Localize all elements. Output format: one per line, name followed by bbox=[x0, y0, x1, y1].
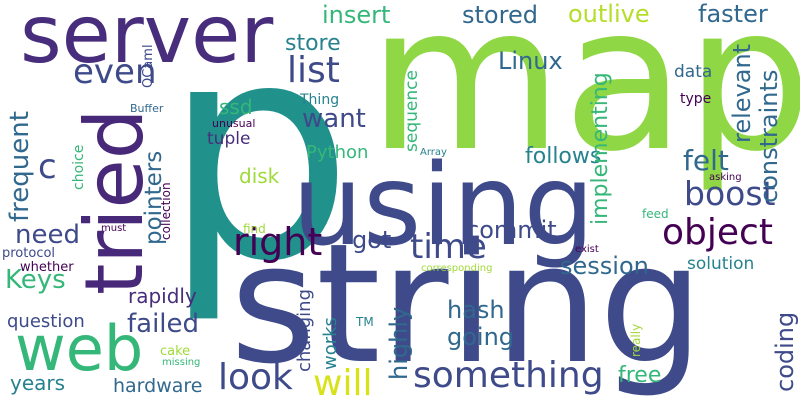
word-find: find bbox=[243, 222, 266, 236]
word-time: time bbox=[410, 227, 487, 267]
word-relevant: relevant bbox=[728, 43, 756, 143]
word-store: store bbox=[285, 31, 341, 56]
word-highly: highly bbox=[385, 306, 413, 380]
word-even: even bbox=[73, 52, 157, 92]
word-data: data bbox=[674, 62, 713, 82]
word-follows: follows bbox=[525, 144, 602, 169]
word-really: really bbox=[629, 323, 643, 357]
word-tuple: tuple bbox=[207, 129, 251, 149]
word-solution: solution bbox=[687, 254, 755, 274]
word-corresponding: corresponding bbox=[421, 263, 493, 274]
word-python: Python bbox=[306, 142, 369, 163]
word-changing: changing bbox=[294, 288, 315, 372]
word-asking: asking bbox=[709, 172, 742, 183]
word-linux: Linux bbox=[498, 47, 563, 75]
word-felt: felt bbox=[683, 144, 729, 177]
word-web: web bbox=[15, 312, 144, 385]
word-type: type bbox=[680, 91, 712, 107]
word-using: using bbox=[292, 141, 595, 271]
word-question: question bbox=[7, 311, 85, 332]
word-keys: Keys bbox=[5, 265, 66, 295]
word-c: c bbox=[38, 147, 57, 187]
word-unusual: unusual bbox=[212, 117, 256, 130]
word-p: p bbox=[163, 0, 354, 327]
word-want: want bbox=[302, 104, 366, 134]
word-hash: hash bbox=[447, 296, 505, 324]
word-tm: TM bbox=[356, 315, 374, 329]
word-constraints: constraints bbox=[755, 69, 783, 203]
word-faster: faster bbox=[698, 0, 768, 28]
word-failed: failed bbox=[127, 309, 200, 339]
word-insert: insert bbox=[322, 1, 391, 29]
word-must: must bbox=[101, 223, 127, 234]
word-feed: feed bbox=[642, 207, 669, 221]
word-object: object bbox=[662, 212, 773, 253]
word-boost: boost bbox=[684, 174, 776, 213]
word-string: string bbox=[230, 208, 704, 400]
word-frequent: frequent bbox=[5, 111, 35, 222]
word-need: need bbox=[15, 220, 80, 250]
word-look: look bbox=[218, 357, 293, 398]
word-ocaml: OCaml bbox=[141, 44, 156, 88]
word-going: going bbox=[447, 323, 515, 351]
word-outlive: outlive bbox=[568, 0, 650, 28]
word-right: right bbox=[233, 220, 323, 264]
word-whether: whether bbox=[20, 260, 74, 275]
word-list: list bbox=[287, 50, 340, 91]
word-ssd: ssd bbox=[219, 95, 253, 119]
word-exist: exist bbox=[575, 244, 599, 255]
word-will: will bbox=[313, 363, 373, 400]
word-cake: cake bbox=[160, 344, 191, 359]
word-coding: coding bbox=[771, 311, 799, 392]
word-commit: commit bbox=[466, 216, 557, 244]
word-session: session bbox=[560, 252, 649, 280]
word-free: free bbox=[618, 363, 662, 388]
word-collection: collection bbox=[159, 182, 173, 240]
word-rapidly: rapidly bbox=[128, 284, 197, 308]
word-protocol: protocol bbox=[2, 246, 56, 261]
word-missing: missing bbox=[162, 357, 201, 368]
word-choice: choice bbox=[71, 144, 87, 190]
word-something: something bbox=[413, 355, 604, 396]
word-array: Array bbox=[420, 147, 447, 158]
word-implementing: implementing bbox=[588, 72, 613, 225]
word-buffer: Buffer bbox=[130, 102, 164, 115]
word-server: server bbox=[20, 0, 274, 81]
word-works: works bbox=[320, 317, 341, 370]
word-stored: stored bbox=[462, 1, 538, 29]
word-sequence: sequence bbox=[402, 70, 422, 152]
word-hardware: hardware bbox=[113, 375, 203, 397]
word-years: years bbox=[10, 371, 66, 395]
word-disk: disk bbox=[239, 164, 280, 188]
word-map: map bbox=[368, 0, 800, 196]
word-thing: Thing bbox=[300, 92, 340, 108]
word-got: got bbox=[352, 226, 392, 254]
